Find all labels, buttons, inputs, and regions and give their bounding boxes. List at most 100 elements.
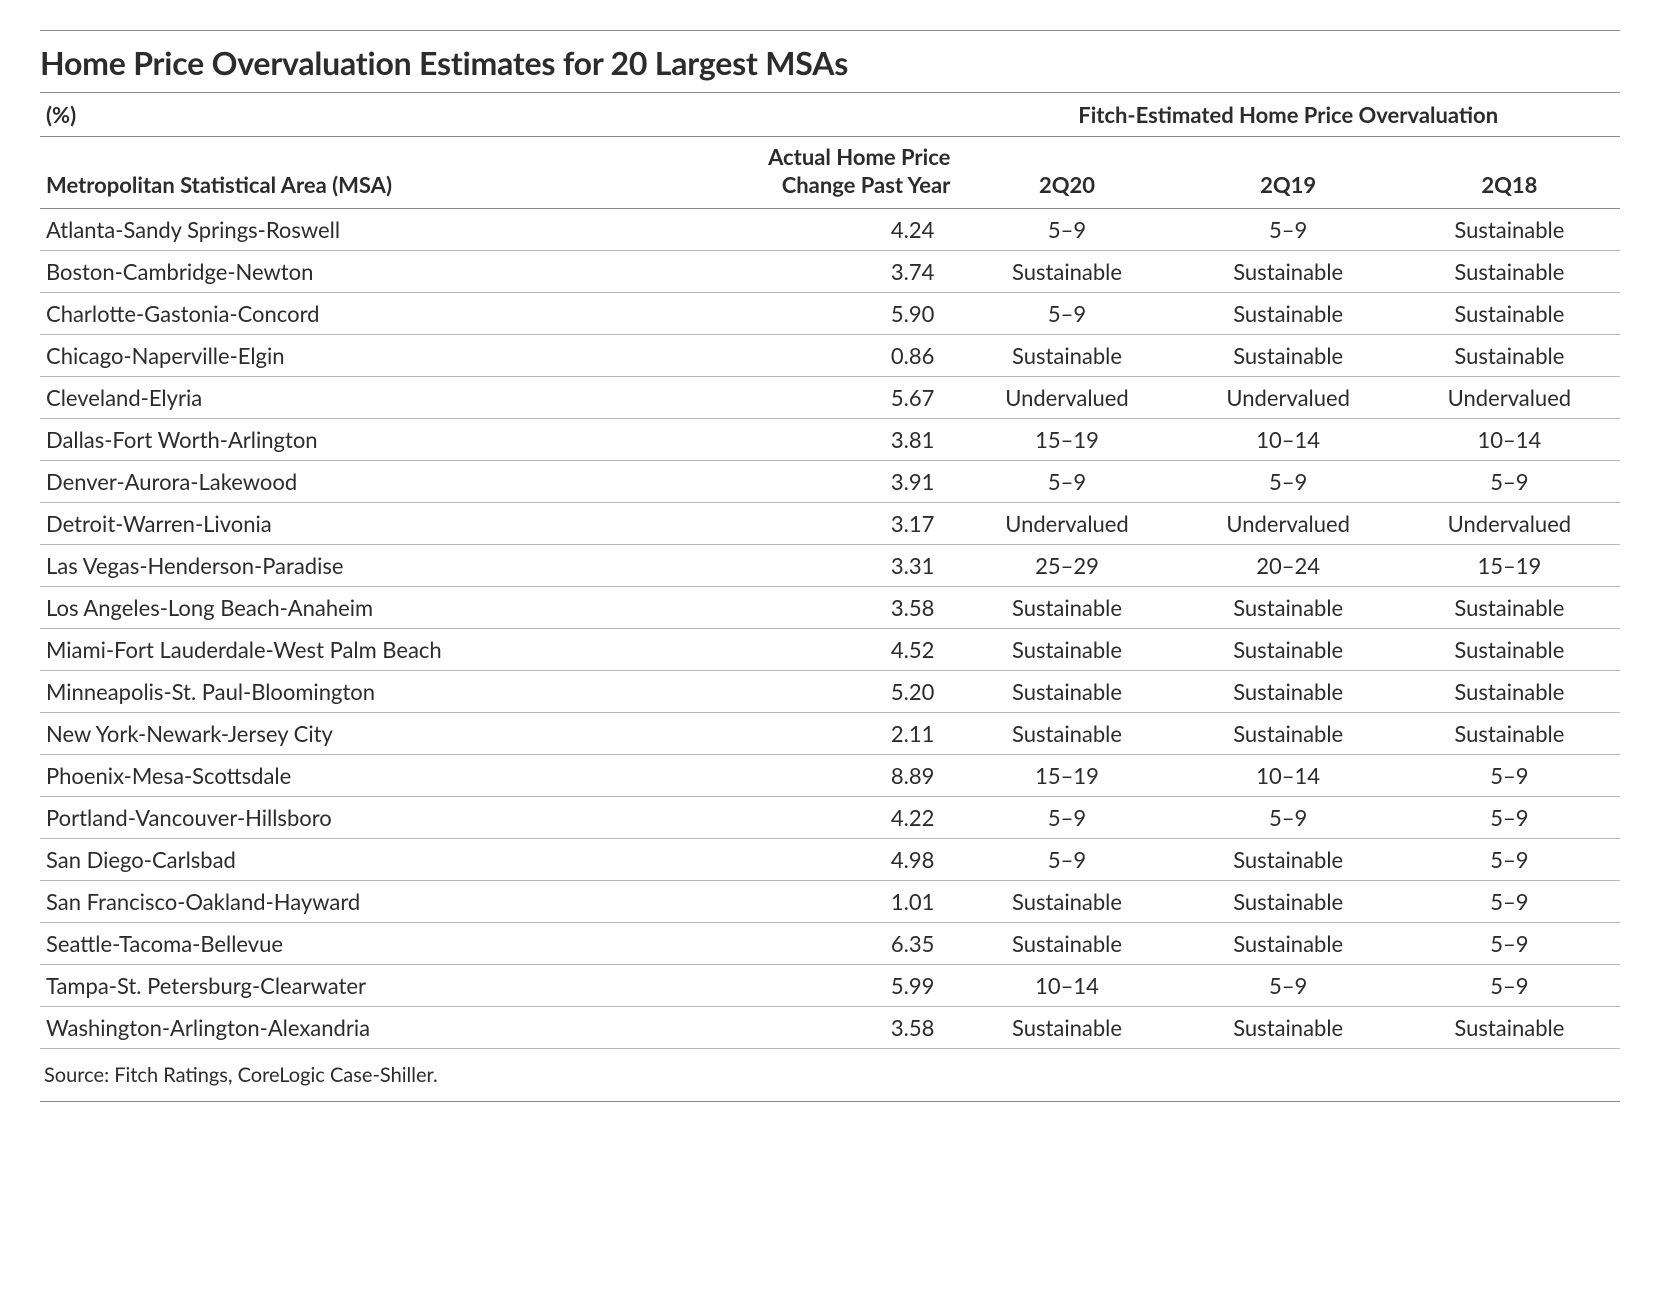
table-row: Boston-Cambridge-Newton3.74 SustainableSu… xyxy=(40,251,1620,293)
cell-q18: Sustainable xyxy=(1399,335,1620,377)
cell-change: 3.58 xyxy=(735,1007,956,1049)
cell-q20: 15–19 xyxy=(956,755,1177,797)
table-row: Phoenix-Mesa-Scottsdale8.8915–1910–145–9 xyxy=(40,755,1620,797)
cell-change: 5.99 xyxy=(735,965,956,1007)
cell-change: 3.74 xyxy=(735,251,956,293)
cell-msa: Denver-Aurora-Lakewood xyxy=(40,461,735,503)
cell-q19: Sustainable xyxy=(1178,839,1399,881)
bottom-rule xyxy=(40,1101,1620,1102)
cell-msa: Detroit-Warren-Livonia xyxy=(40,503,735,545)
cell-msa: Miami-Fort Lauderdale-West Palm Beach xyxy=(40,629,735,671)
cell-msa: Boston-Cambridge-Newton xyxy=(40,251,735,293)
cell-q18: 5–9 xyxy=(1399,839,1620,881)
cell-change: 8.89 xyxy=(735,755,956,797)
cell-change: 4.24 xyxy=(735,209,956,251)
table-row: Minneapolis-St. Paul-Bloomington5.20Sust… xyxy=(40,671,1620,713)
cell-q19: 5–9 xyxy=(1178,965,1399,1007)
cell-q20: 5–9 xyxy=(956,797,1177,839)
table-row: Chicago-Naperville-Elgin0.86SustainableS… xyxy=(40,335,1620,377)
table-row: Las Vegas-Henderson-Paradise3.3125–2920–… xyxy=(40,545,1620,587)
cell-q19: Undervalued xyxy=(1178,503,1399,545)
cell-change: 5.90 xyxy=(735,293,956,335)
table-superheader-row: (%) Fitch-Estimated Home Price Overvalua… xyxy=(40,93,1620,137)
cell-q19: Sustainable xyxy=(1178,251,1399,293)
cell-q20: Sustainable xyxy=(956,629,1177,671)
col-header-2q19: 2Q19 xyxy=(1178,137,1399,209)
table-row: Seattle-Tacoma-Bellevue6.35SustainableSu… xyxy=(40,923,1620,965)
cell-q19: Sustainable xyxy=(1178,335,1399,377)
cell-msa: Atlanta-Sandy Springs-Roswell xyxy=(40,209,735,251)
cell-q19: Sustainable xyxy=(1178,629,1399,671)
cell-msa: Los Angeles-Long Beach-Anaheim xyxy=(40,587,735,629)
col-header-2q20: 2Q20 xyxy=(956,137,1177,209)
table-row: Charlotte-Gastonia-Concord5.905–9Sustain… xyxy=(40,293,1620,335)
cell-q18: 15–19 xyxy=(1399,545,1620,587)
table-row: Tampa-St. Petersburg-Clearwater5.9910–14… xyxy=(40,965,1620,1007)
cell-change: 4.52 xyxy=(735,629,956,671)
cell-msa: San Francisco-Oakland-Hayward xyxy=(40,881,735,923)
cell-q19: 5–9 xyxy=(1178,461,1399,503)
table-row: Detroit-Warren-Livonia3.17UndervaluedUnd… xyxy=(40,503,1620,545)
cell-change: 3.17 xyxy=(735,503,956,545)
table-row: New York-Newark-Jersey City2.11Sustainab… xyxy=(40,713,1620,755)
cell-change: 3.81 xyxy=(735,419,956,461)
col-header-change: Actual Home Price Change Past Year xyxy=(735,137,956,209)
cell-q20: 5–9 xyxy=(956,839,1177,881)
cell-q20: Sustainable xyxy=(956,335,1177,377)
cell-q19: Sustainable xyxy=(1178,671,1399,713)
cell-q19: Sustainable xyxy=(1178,713,1399,755)
top-rule xyxy=(40,30,1620,31)
cell-msa: Seattle-Tacoma-Bellevue xyxy=(40,923,735,965)
cell-q19: Undervalued xyxy=(1178,377,1399,419)
cell-msa: Minneapolis-St. Paul-Bloomington xyxy=(40,671,735,713)
cell-change: 3.91 xyxy=(735,461,956,503)
cell-q20: 10–14 xyxy=(956,965,1177,1007)
cell-msa: Washington-Arlington-Alexandria xyxy=(40,1007,735,1049)
cell-q19: Sustainable xyxy=(1178,923,1399,965)
cell-q18: Sustainable xyxy=(1399,293,1620,335)
cell-q19: Sustainable xyxy=(1178,881,1399,923)
table-row: San Francisco-Oakland-Hayward1.01 Sustain… xyxy=(40,881,1620,923)
cell-q18: 5–9 xyxy=(1399,461,1620,503)
table-row: Dallas-Fort Worth-Arlington3.8115–1910–1… xyxy=(40,419,1620,461)
unit-label: (%) xyxy=(40,93,956,137)
cell-msa: Phoenix-Mesa-Scottsdale xyxy=(40,755,735,797)
cell-q18: Sustainable xyxy=(1399,251,1620,293)
cell-q18: 5–9 xyxy=(1399,797,1620,839)
cell-q20: Sustainable xyxy=(956,1007,1177,1049)
table-title: Home Price Overvaluation Estimates for 2… xyxy=(40,43,1620,82)
table-row: Atlanta-Sandy Springs-Roswell4.245–95–9S… xyxy=(40,209,1620,251)
table-row: Cleveland-Elyria5.67UndervaluedUndervalu… xyxy=(40,377,1620,419)
col-header-msa: Metropolitan Statistical Area (MSA) xyxy=(40,137,735,209)
cell-q20: Sustainable xyxy=(956,713,1177,755)
cell-q20: 5–9 xyxy=(956,209,1177,251)
cell-q19: 5–9 xyxy=(1178,797,1399,839)
cell-q18: 10–14 xyxy=(1399,419,1620,461)
cell-q20: 5–9 xyxy=(956,461,1177,503)
table-row: San Diego-Carlsbad4.985–9Sustainable5–9 xyxy=(40,839,1620,881)
cell-q19: 5–9 xyxy=(1178,209,1399,251)
table-row: Denver-Aurora-Lakewood3.915–95–95–9 xyxy=(40,461,1620,503)
cell-change: 3.31 xyxy=(735,545,956,587)
cell-q19: Sustainable xyxy=(1178,587,1399,629)
cell-q20: 15–19 xyxy=(956,419,1177,461)
cell-q18: 5–9 xyxy=(1399,881,1620,923)
cell-q18: Undervalued xyxy=(1399,377,1620,419)
cell-change: 1.01 xyxy=(735,881,956,923)
cell-change: 6.35 xyxy=(735,923,956,965)
cell-change: 4.22 xyxy=(735,797,956,839)
table-column-header-row: Metropolitan Statistical Area (MSA) Actu… xyxy=(40,137,1620,209)
cell-q18: Sustainable xyxy=(1399,629,1620,671)
cell-q18: 5–9 xyxy=(1399,923,1620,965)
col-header-change-line2: Change Past Year xyxy=(782,171,951,198)
cell-q18: Sustainable xyxy=(1399,209,1620,251)
cell-q20: 5–9 xyxy=(956,293,1177,335)
cell-msa: Cleveland-Elyria xyxy=(40,377,735,419)
cell-msa: San Diego-Carlsbad xyxy=(40,839,735,881)
table-row: Washington-Arlington-Alexandria3.58Susta… xyxy=(40,1007,1620,1049)
cell-q18: Sustainable xyxy=(1399,671,1620,713)
table-body: Atlanta-Sandy Springs-Roswell4.245–95–9S… xyxy=(40,209,1620,1049)
cell-change: 3.58 xyxy=(735,587,956,629)
cell-q18: Sustainable xyxy=(1399,713,1620,755)
cell-change: 4.98 xyxy=(735,839,956,881)
